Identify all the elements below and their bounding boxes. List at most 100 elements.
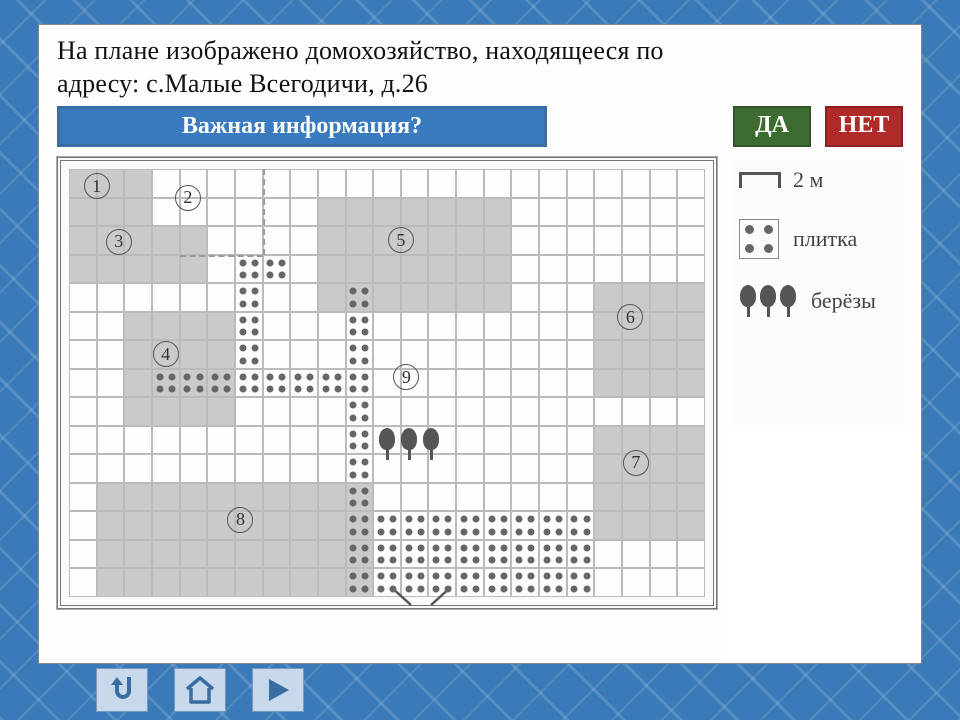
tile-dot-icon (543, 573, 550, 580)
tile-dot-icon (473, 528, 480, 535)
grid-cell (346, 426, 374, 455)
grid-cell (346, 369, 374, 398)
tile-dot-icon (460, 573, 467, 580)
zone-number-4: 4 (153, 341, 179, 367)
grid-cell (594, 483, 622, 512)
zone-number-8: 8 (227, 507, 253, 533)
tile-dot-icon (583, 528, 590, 535)
tile-dot-icon (224, 386, 231, 393)
tile-dot-icon (528, 573, 535, 580)
grid-cell (428, 169, 456, 198)
grid-cell (511, 198, 539, 227)
grid-cell (539, 369, 567, 398)
grid-cell (567, 568, 595, 597)
grid-cell (539, 169, 567, 198)
u-turn-icon (105, 675, 139, 705)
nav-icon-bar (96, 668, 304, 712)
tile-dot-icon (390, 586, 397, 593)
grid-cell (235, 312, 263, 341)
plan-grid (69, 169, 705, 597)
grid-cell (152, 312, 180, 341)
tile-dot-icon (251, 288, 258, 295)
grid-cell (97, 540, 125, 569)
nav-next-button[interactable] (252, 668, 304, 712)
grid-cell (180, 454, 208, 483)
grid-cell (290, 483, 318, 512)
tile-pattern-icon (739, 219, 779, 259)
grid-cell (401, 483, 429, 512)
zone-number-6: 6 (617, 304, 643, 330)
grid-cell (373, 340, 401, 369)
tile-dot-icon (516, 557, 523, 564)
tile-dot-icon (362, 288, 369, 295)
yes-button[interactable]: ДА (733, 106, 811, 147)
tile-dot-icon (445, 528, 452, 535)
no-button[interactable]: НЕТ (825, 106, 903, 147)
grid-cell (484, 198, 512, 227)
grid-cell (318, 340, 346, 369)
tile-dot-icon (362, 557, 369, 564)
grid-cell (207, 198, 235, 227)
tile-dot-icon (196, 386, 203, 393)
tile-dot-icon (377, 557, 384, 564)
grid-cell (180, 426, 208, 455)
nav-back-button[interactable] (96, 668, 148, 712)
tile-dot-icon (362, 357, 369, 364)
nav-home-button[interactable] (174, 668, 226, 712)
grid-cell (539, 426, 567, 455)
tile-dot-icon (239, 316, 246, 323)
grid-cell (180, 255, 208, 284)
grid-cell (567, 340, 595, 369)
tile-dot-icon (239, 345, 246, 352)
tile-dot-icon (239, 357, 246, 364)
tile-dot-icon (488, 544, 495, 551)
grid-cell (622, 397, 650, 426)
grid-cell (677, 255, 705, 284)
tile-dot-icon (571, 573, 578, 580)
tile-dot-icon (279, 259, 286, 266)
birch-tree-icon (378, 428, 396, 460)
tile-dot-icon (500, 516, 507, 523)
grid-cell (69, 483, 97, 512)
tile-dot-icon (433, 573, 440, 580)
grid-cell (69, 226, 97, 255)
tile-dot-icon (473, 573, 480, 580)
grid-cell (456, 226, 484, 255)
grid-cell (346, 198, 374, 227)
tile-dot-icon (267, 373, 274, 380)
grid-cell (373, 511, 401, 540)
grid-cell (318, 511, 346, 540)
tile-dot-icon (488, 528, 495, 535)
grid-cell (97, 568, 125, 597)
tile-dot-icon (543, 586, 550, 593)
tile-dot-icon (583, 544, 590, 551)
tile-dot-icon (251, 300, 258, 307)
grid-cell (650, 511, 678, 540)
grid-cell (124, 198, 152, 227)
grid-cell (511, 369, 539, 398)
birch-tree-icon (422, 428, 440, 460)
grid-cell (567, 169, 595, 198)
grid-cell (594, 255, 622, 284)
grid-cell (152, 540, 180, 569)
grid-cell (263, 426, 291, 455)
tile-dot-icon (555, 516, 562, 523)
tile-dot-icon (350, 487, 357, 494)
grid-cell (511, 283, 539, 312)
tile-dot-icon (543, 544, 550, 551)
tile-dot-icon (294, 373, 301, 380)
grid-cell (124, 255, 152, 284)
tile-dot-icon (156, 373, 163, 380)
grid-cell (594, 426, 622, 455)
tile-dot-icon (460, 557, 467, 564)
grid-cell (677, 283, 705, 312)
tile-dot-icon (500, 528, 507, 535)
grid-cell (263, 483, 291, 512)
grid-cell (456, 312, 484, 341)
grid-cell (180, 511, 208, 540)
legend-whitespace (721, 425, 921, 663)
grid-cell (346, 540, 374, 569)
grid-cell (69, 454, 97, 483)
prompt-line-1: На плане изображено домохозяйство, наход… (57, 36, 664, 65)
tile-dot-icon (350, 443, 357, 450)
